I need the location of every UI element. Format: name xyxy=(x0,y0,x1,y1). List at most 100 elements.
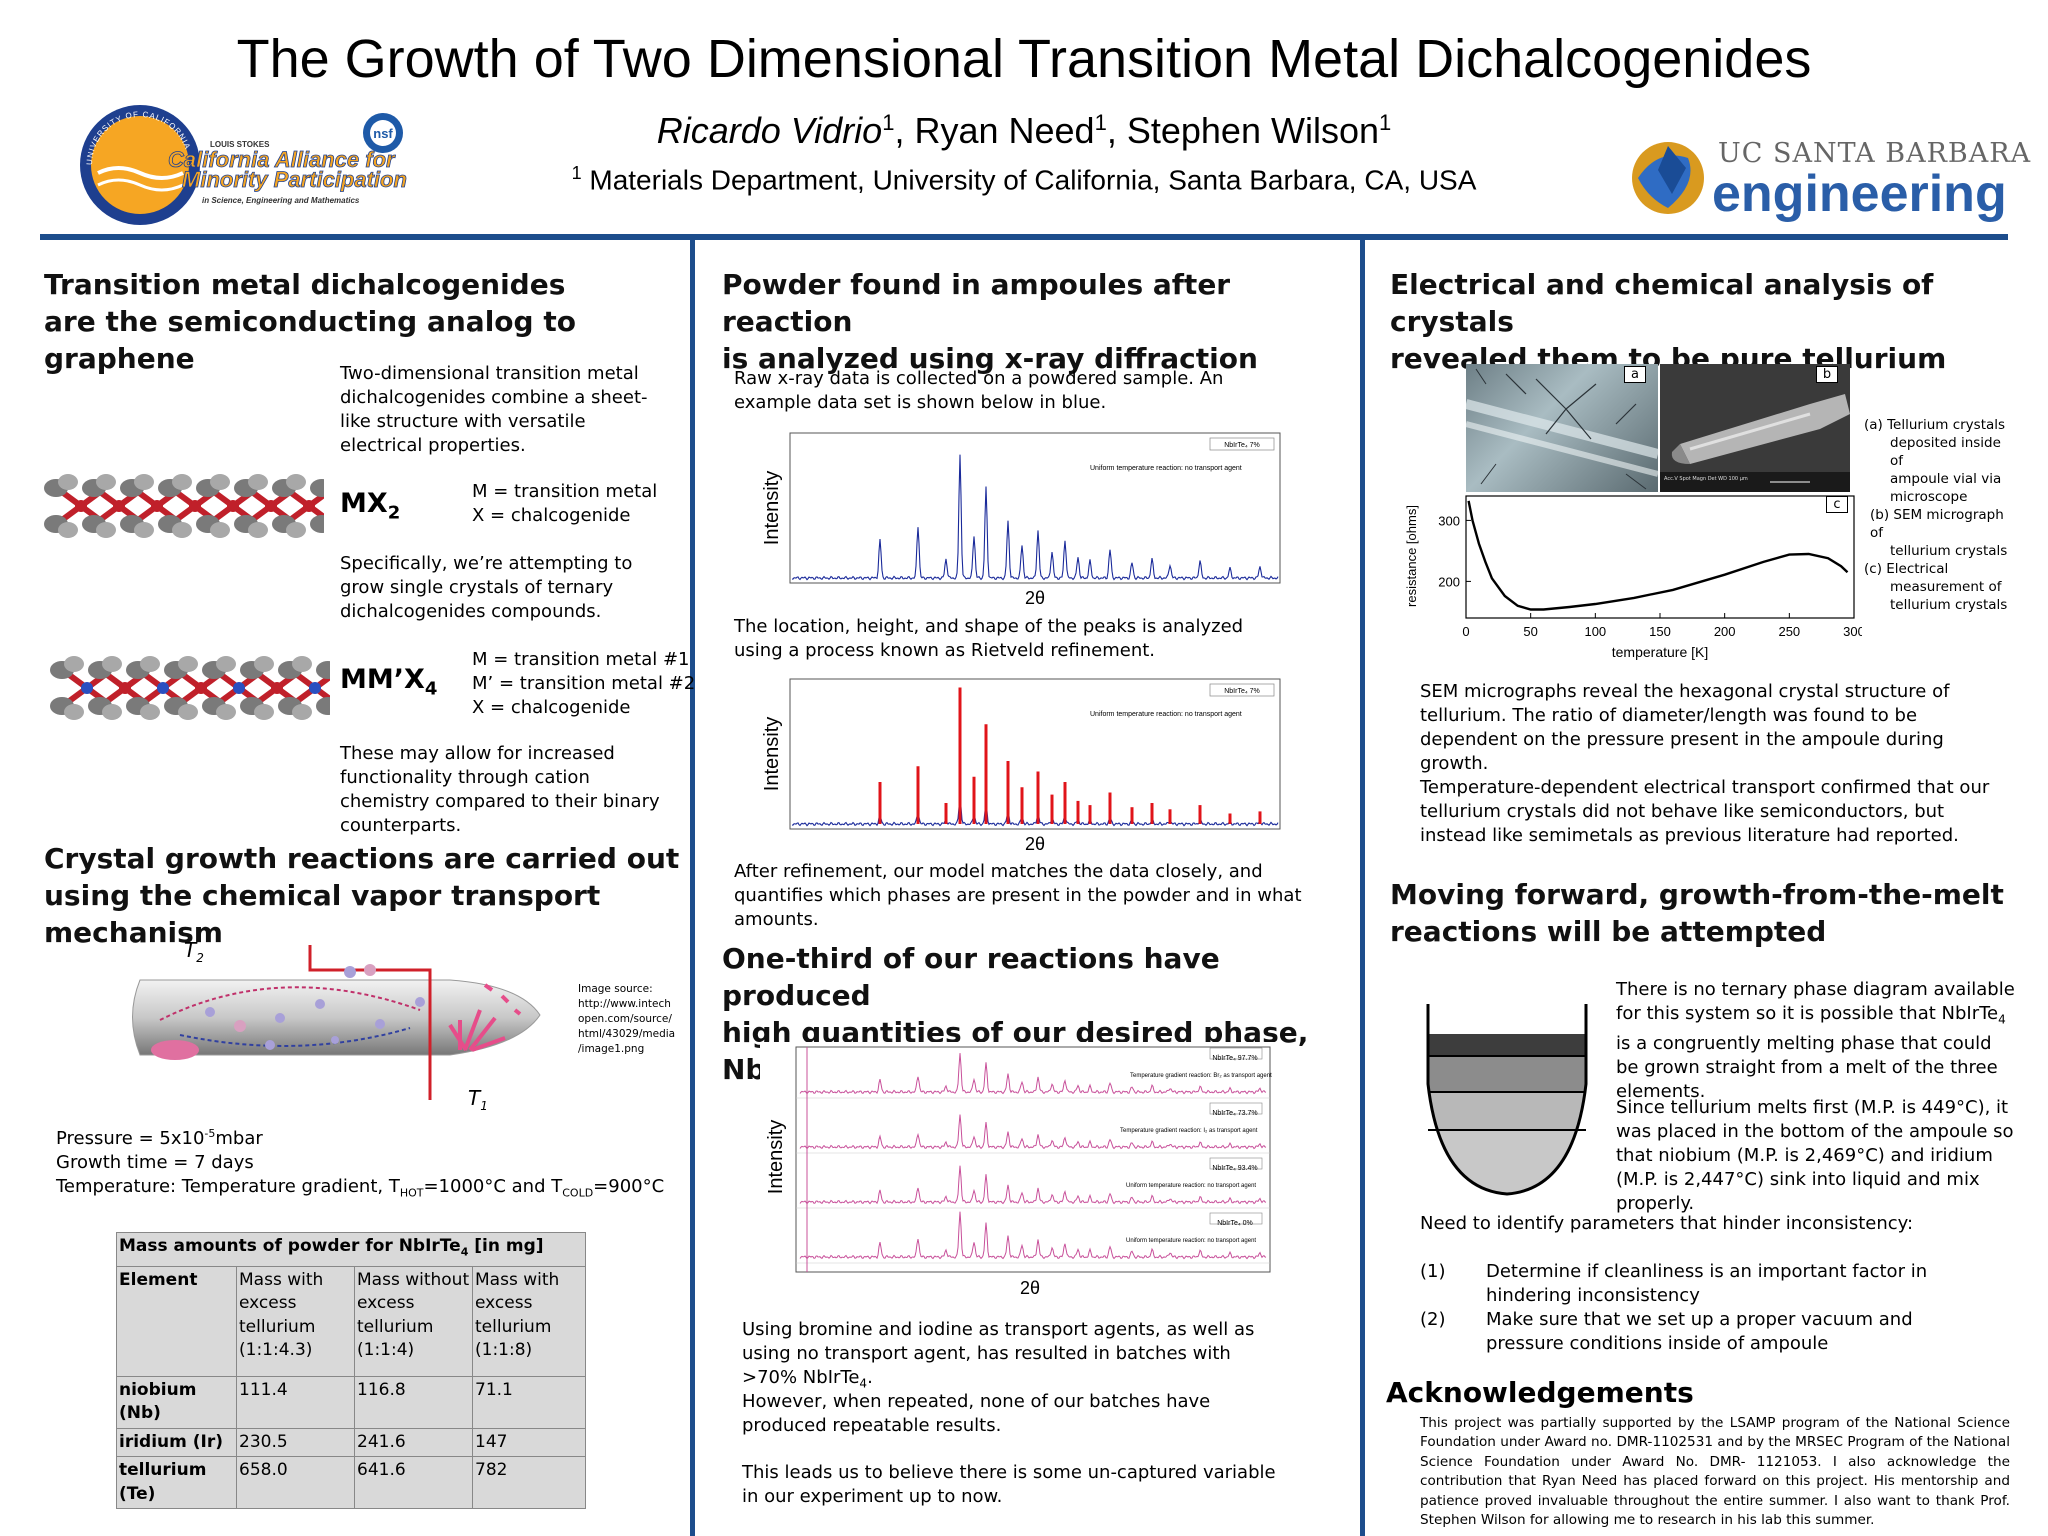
y-tick-label: 300 xyxy=(1438,513,1460,528)
svg-text:NbIrTe₄ 93.4%: NbIrTe₄ 93.4% xyxy=(1212,1165,1257,1172)
engineering-wordmark: engineering xyxy=(1712,165,2007,223)
author-1: Ricardo Vidrio xyxy=(656,110,883,151)
svg-text:California Alliance for: California Alliance for xyxy=(168,147,396,172)
svg-text:NbIrTe₄ 7%: NbIrTe₄ 7% xyxy=(1224,442,1260,449)
x-tick-label: 300 xyxy=(1843,624,1862,639)
svg-text:NbIrTe₄ 0%: NbIrTe₄ 0% xyxy=(1217,1220,1253,1227)
section-title-tellurium: Electrical and chemical analysis of crys… xyxy=(1390,268,1947,375)
mx2-structure-image xyxy=(42,470,344,546)
acknowledgements-title: Acknowledgements xyxy=(1386,1376,1694,1409)
table-header: Mass with excess tellurium (1:1:8) xyxy=(472,1265,586,1377)
refinement-text: After refinement, our model matches the … xyxy=(734,861,1302,930)
variable-text: This leads us to believe there is some u… xyxy=(742,1462,1276,1507)
x-tick-label: 0 xyxy=(1462,624,1469,639)
svg-text:nsf: nsf xyxy=(373,126,393,141)
section-title-xrd: Powder found in ampoules after reaction i… xyxy=(722,268,1258,375)
table-row: tellurium (Te) 658.0 641.6 782 xyxy=(116,1456,586,1510)
parameter-list: (1) Determine if cleanliness is an import… xyxy=(1420,1260,2010,1356)
header-rule xyxy=(40,234,2008,240)
svg-text:Intensity: Intensity xyxy=(761,471,783,545)
image-source: Image source: http://www.intech open.com/s… xyxy=(578,983,676,1055)
growth-conditions: Pressure = 5x10-5mbar Growth time = 7 da… xyxy=(56,1127,665,1200)
rietveld-text: The location, height, and shape of the p… xyxy=(734,616,1244,661)
resistance-chart: 0 50 100 150 200 250 300 200 300 temperature [K]… xyxy=(1402,494,1865,668)
xrd-raw-plot: Intensity 2θ NbIrTe₄ 7% Uniform temperat… xyxy=(760,428,1290,612)
t2-label: T2 xyxy=(184,938,204,965)
sem-info: Acc.V Spot Magn Det WD 100 µm xyxy=(1664,476,1748,482)
transport-text: Temperature-dependent electrical transpo… xyxy=(1420,777,1990,846)
xrd-refined-plot: Intensity 2θ NbIrTe₄ 7% Uniform temperat… xyxy=(760,674,1290,858)
svg-text:Minority Participation: Minority Participation xyxy=(182,167,407,192)
x-tick-label: 250 xyxy=(1778,624,1800,639)
x-tick-label: 50 xyxy=(1523,624,1537,639)
mass-table-caption: Mass amounts of powder for NbIrTe4 [in m… xyxy=(116,1232,586,1267)
section-title-tmd: Transition metal dichalcogenides are the … xyxy=(44,268,576,375)
affiliation: 1 Materials Department, University of Ca… xyxy=(571,163,1477,196)
xrd-stacked-plot: Intensity 2θ NbIrTe₄ 97.7% Temperature g… xyxy=(760,1042,1280,1306)
raw-data-text: Raw x-ray data is collected on a powdere… xyxy=(734,368,1224,413)
melt-text-2: Since tellurium melts first (M.P. is 449… xyxy=(1616,1097,2014,1214)
table-header: Mass with excess tellurium (1:1:4.3) xyxy=(236,1265,355,1377)
svg-text:Intensity: Intensity xyxy=(765,1120,787,1194)
table-header: Mass without excess tellurium (1:1:4) xyxy=(354,1265,473,1377)
mmx4-structure-image xyxy=(48,652,350,728)
resistance-series xyxy=(1467,500,1849,611)
svg-text:Uniform temperature reaction:: Uniform temperature reaction: no transpo… xyxy=(1090,711,1242,718)
ucsb-globe-icon xyxy=(1628,138,1708,222)
svg-text:2θ: 2θ xyxy=(1025,588,1045,608)
figure-caption: (a) Tellurium crystals deposited inside … xyxy=(1864,417,2008,613)
svg-text:Intensity: Intensity xyxy=(761,717,783,791)
cation-text: These may allow for increased functional… xyxy=(340,743,660,836)
mx2-legend: M = transition metal X = chalcogenide xyxy=(472,481,658,526)
section-title-melt: Moving forward, growth-from-the-melt reac… xyxy=(1390,878,2004,948)
list-item: (1) Determine if cleanliness is an import… xyxy=(1420,1261,1928,1306)
repeat-text: However, when repeated, none of our batc… xyxy=(742,1391,1211,1436)
table-row: niobium (Nb) 111.4 116.8 71.1 xyxy=(116,1375,586,1429)
svg-text:2θ: 2θ xyxy=(1020,1278,1040,1298)
transport-agent-text: Using bromine and iodine as transport ag… xyxy=(742,1319,1255,1391)
author-2: Ryan Need xyxy=(914,110,1095,151)
mmx4-formula: MM’X4 xyxy=(340,664,438,700)
crucible-diagram xyxy=(1424,1004,1590,1204)
svg-text:Temperature gradient reaction:: Temperature gradient reaction: Br₂ as tr… xyxy=(1130,1073,1272,1079)
panel-label-c: c xyxy=(1826,496,1848,513)
y-axis-label: resistance [ohms] xyxy=(1404,505,1419,607)
ucsb-wordmark: UC SANTA BARBARA xyxy=(1718,138,2032,169)
parameters-text: Need to identify parameters that hinder … xyxy=(1420,1213,1914,1234)
table-row: iridium (Ir) 230.5 241.6 147 xyxy=(116,1427,586,1458)
x-tick-label: 150 xyxy=(1649,624,1671,639)
x-tick-label: 200 xyxy=(1714,624,1736,639)
svg-text:NbIrTe₄ 73.7%: NbIrTe₄ 73.7% xyxy=(1212,1110,1257,1117)
column-divider-2 xyxy=(1360,240,1365,1536)
chart-frame xyxy=(1465,495,1855,619)
svg-text:NbIrTe₄ 97.7%: NbIrTe₄ 97.7% xyxy=(1212,1055,1257,1062)
x-tick-label: 100 xyxy=(1584,624,1606,639)
t1-label: T1 xyxy=(468,1086,488,1113)
panel-label-b: b xyxy=(1816,366,1838,383)
svg-text:in Science, Engineering and Ma: in Science, Engineering and Mathematics xyxy=(202,196,360,205)
authors: Ricardo Vidrio1, Ryan Need1, Stephen Wil… xyxy=(656,110,1392,151)
mx2-formula: MX2 xyxy=(340,488,401,524)
panel-label-a: a xyxy=(1624,366,1646,383)
column-divider-1 xyxy=(690,240,695,1536)
tmd-intro: Two-dimensional transition metal dichalc… xyxy=(340,363,648,456)
table-header: Element xyxy=(116,1265,237,1377)
camp-logo: UNIVERSITY OF CALIFORNIA LOUIS STOKES Ca… xyxy=(78,103,408,228)
mass-table: Mass amounts of powder for NbIrTe4 [in m… xyxy=(116,1232,586,1510)
ternary-text: Specifically, we’re attempting to grow s… xyxy=(340,553,633,622)
x-axis-label: temperature [K] xyxy=(1612,644,1709,660)
svg-text:Uniform temperature reaction:: Uniform temperature reaction: no transpo… xyxy=(1126,1183,1256,1189)
poster-title: The Growth of Two Dimensional Transition… xyxy=(236,29,1812,89)
svg-text:NbIrTe₄ 7%: NbIrTe₄ 7% xyxy=(1224,688,1260,695)
sem-text: SEM micrographs reveal the hexagonal cry… xyxy=(1420,681,1950,774)
melt-text-1: There is no ternary phase diagram availa… xyxy=(1616,979,2015,1102)
cvt-ampoule-diagram xyxy=(120,940,560,1114)
list-item: (2) Make sure that we set up a proper vac… xyxy=(1420,1309,1913,1354)
acknowledgements-text: This project was partially supported by … xyxy=(1420,1415,2010,1529)
sem-micrograph-image: Acc.V Spot Magn Det WD 100 µm b xyxy=(1660,364,1850,492)
mmx4-legend: M = transition metal #1 M’ = transition m… xyxy=(472,649,696,718)
y-tick-label: 200 xyxy=(1438,574,1460,589)
section-title-cvt: Crystal growth reactions are carried out… xyxy=(44,842,680,949)
svg-text:2θ: 2θ xyxy=(1025,834,1045,854)
svg-text:Temperature gradient reaction:: Temperature gradient reaction: I₂ as tra… xyxy=(1120,1128,1258,1134)
